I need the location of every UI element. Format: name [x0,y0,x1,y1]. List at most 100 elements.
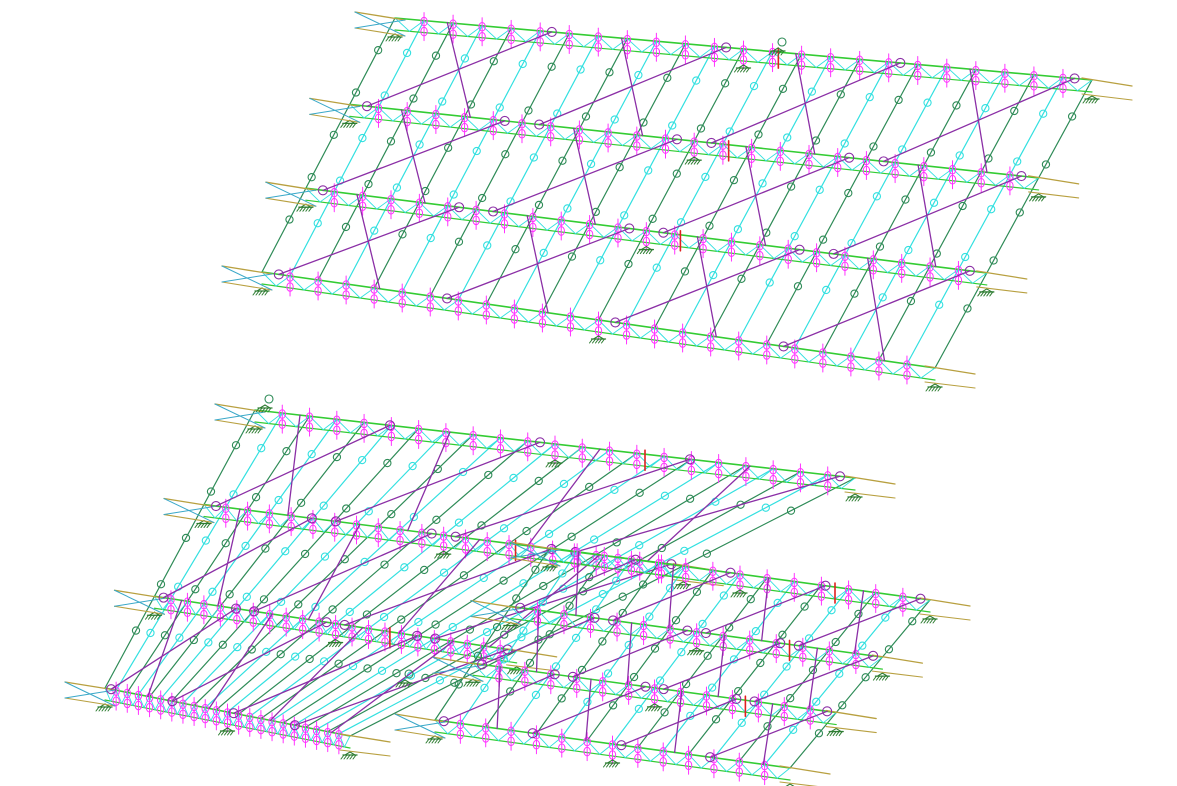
beam-web [612,743,626,759]
bracing-diagonal [215,424,391,507]
beam-web [523,609,538,621]
support-leg [986,288,993,293]
bracing-diagonal [335,441,541,522]
support-hatch [469,681,474,687]
node-release-icon [383,458,392,468]
beam-web [631,230,647,242]
support-leg [226,727,234,732]
beam-web [171,700,178,715]
hinge-release-icon [654,554,663,584]
node-release-icon [251,493,261,502]
hinge-release-icon [342,275,350,305]
node-release-icon [763,722,772,731]
longitudinal-member [561,565,687,738]
end-frame [64,697,116,707]
node-release-icon [546,26,557,38]
beam-web [675,753,690,766]
beam-web [820,584,836,600]
beam-web [685,566,700,581]
beam-web [830,254,846,266]
beam-web [203,504,216,519]
longitudinal-member [906,76,1064,365]
node-release-icon [692,587,702,597]
support-hatch [696,650,701,656]
hinge-release-icon [200,595,208,625]
node-release-icon [660,708,669,717]
node-release-icon [531,690,541,700]
node-release-icon [751,626,760,636]
support-hatch [592,338,596,344]
beam-web [902,64,919,76]
node-release-icon [431,51,441,60]
hinge-release-icon [598,672,607,702]
hinge-release-icon [333,410,341,440]
beam-web [680,690,694,706]
beam-web [373,287,389,303]
bracing-diagonal [407,431,451,532]
node-release-icon [895,57,906,69]
node-release-icon [167,696,178,707]
beam-web [486,540,499,555]
hinge-release-icon [605,441,614,471]
support-hatch [395,682,400,688]
node-release-icon [449,190,458,199]
support-hatch [200,523,205,529]
support-hatch [639,249,644,255]
support-hatch [854,496,859,502]
support-hatch [1032,196,1037,202]
hinge-release-icon [201,699,209,729]
support-hatch [929,618,934,624]
beam-web [751,764,766,776]
hinge-release-icon [623,30,632,60]
node-release-icon [610,317,621,328]
longitudinal-member [794,66,948,349]
end-cross [163,506,215,516]
node-release-icon [529,153,539,162]
node-release-icon [264,394,274,404]
node-release-icon [432,515,441,524]
beam-web [766,577,782,593]
beam-web [338,733,345,748]
support-hatch [329,642,334,648]
node-release-icon [652,263,661,272]
support-hatch [254,428,259,434]
beam-web [290,515,303,530]
hinge-release-icon [914,56,922,85]
beam-web [780,347,796,359]
beam-web [433,638,444,653]
longitudinal-member [625,50,774,325]
beam-web [550,125,566,140]
node-release-icon [330,516,341,527]
beam-web [830,56,846,71]
hinge-release-icon [454,291,462,321]
support-hatch [394,36,399,42]
hinge-release-icon [682,558,690,588]
support-leg [640,246,647,251]
node-release-icon [929,198,939,207]
beam-web [888,595,904,607]
hinge-release-icon [727,232,736,262]
support-leg [597,335,605,340]
node-release-icon [865,92,874,102]
hinge-release-icon [456,714,465,744]
beam-web [310,729,318,741]
support-icon [434,550,452,559]
end-frame [309,113,361,123]
beam-web [508,543,521,558]
support-hatch [737,67,741,73]
bracing-diagonal [488,554,601,648]
hinge-release-icon [469,426,477,456]
support-hatch [832,731,837,737]
beam-web [726,760,740,772]
beam-web [923,165,939,180]
support-hatch [872,675,877,681]
node-release-icon [242,592,251,601]
beam-web [249,715,256,730]
beam-web [915,265,931,277]
hinge-release-icon [799,637,807,667]
beam-web [548,736,563,748]
longitudinal-member [261,17,396,273]
support-hatch [218,730,222,736]
